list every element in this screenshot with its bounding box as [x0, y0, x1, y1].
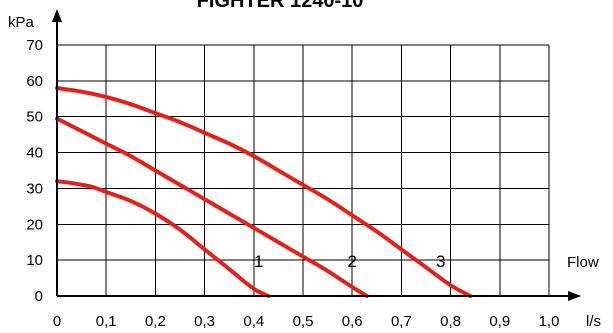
curve-label-3: 3	[436, 252, 445, 271]
y-tick-label: 30	[26, 180, 43, 197]
x-tick-label: 0	[53, 313, 61, 330]
y-tick-label: 70	[26, 37, 43, 54]
y-axis-arrow	[52, 9, 62, 22]
x-tick-label: 0,8	[440, 313, 461, 330]
curve-2	[55, 116, 369, 298]
chart-title: FIGHTER 1240-10	[197, 0, 364, 12]
x-axis-title: l/s	[586, 313, 601, 330]
x-tick-label: 0,7	[391, 313, 412, 330]
x-tick-label: 0,5	[293, 313, 314, 330]
y-tick-label: 10	[26, 252, 43, 269]
x-tick-label: 0,2	[145, 313, 166, 330]
x-axis-arrow	[568, 291, 581, 301]
x-tick-label: 0,9	[489, 313, 510, 330]
y-tick-label: 20	[26, 216, 43, 233]
curve-labels: 1 2 3	[254, 252, 446, 271]
curves	[55, 86, 473, 298]
y-tick-label: 0	[35, 288, 43, 305]
x-tick-label: 0,3	[194, 313, 215, 330]
grid	[57, 44, 550, 296]
y-tick-label: 60	[26, 73, 43, 90]
y-tick-label: 40	[26, 145, 43, 162]
curve-1	[55, 179, 271, 298]
x-tick-label: 0,1	[96, 313, 117, 330]
y-tick-label: 50	[26, 109, 43, 126]
x-tick-label: 1,0	[539, 313, 560, 330]
x-tick-label: 0,4	[243, 313, 264, 330]
curve-label-2: 2	[347, 252, 356, 271]
curve-label-1: 1	[254, 252, 263, 271]
flow-label: Flow	[567, 254, 599, 271]
curve-3	[55, 86, 473, 298]
tick-labels: 0 0,1 0,2 0,3 0,4 0,5 0,6 0,7 0,8 0,9 1,0 0 10 20 30 40…	[26, 37, 559, 330]
y-axis-title: kPa	[8, 14, 35, 31]
x-tick-label: 0,6	[342, 313, 363, 330]
axes	[52, 9, 581, 301]
